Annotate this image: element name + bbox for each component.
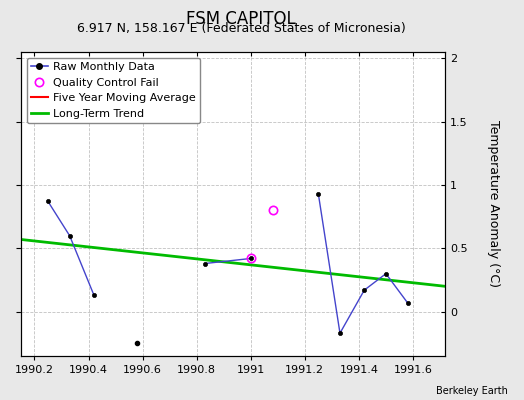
Y-axis label: Temperature Anomaly (°C): Temperature Anomaly (°C) [487,120,500,288]
Text: FSM CAPITOL: FSM CAPITOL [186,10,296,28]
Text: Berkeley Earth: Berkeley Earth [436,386,508,396]
Text: 6.917 N, 158.167 E (Federated States of Micronesia): 6.917 N, 158.167 E (Federated States of … [77,22,406,35]
Legend: Raw Monthly Data, Quality Control Fail, Five Year Moving Average, Long-Term Tren: Raw Monthly Data, Quality Control Fail, … [27,58,200,123]
